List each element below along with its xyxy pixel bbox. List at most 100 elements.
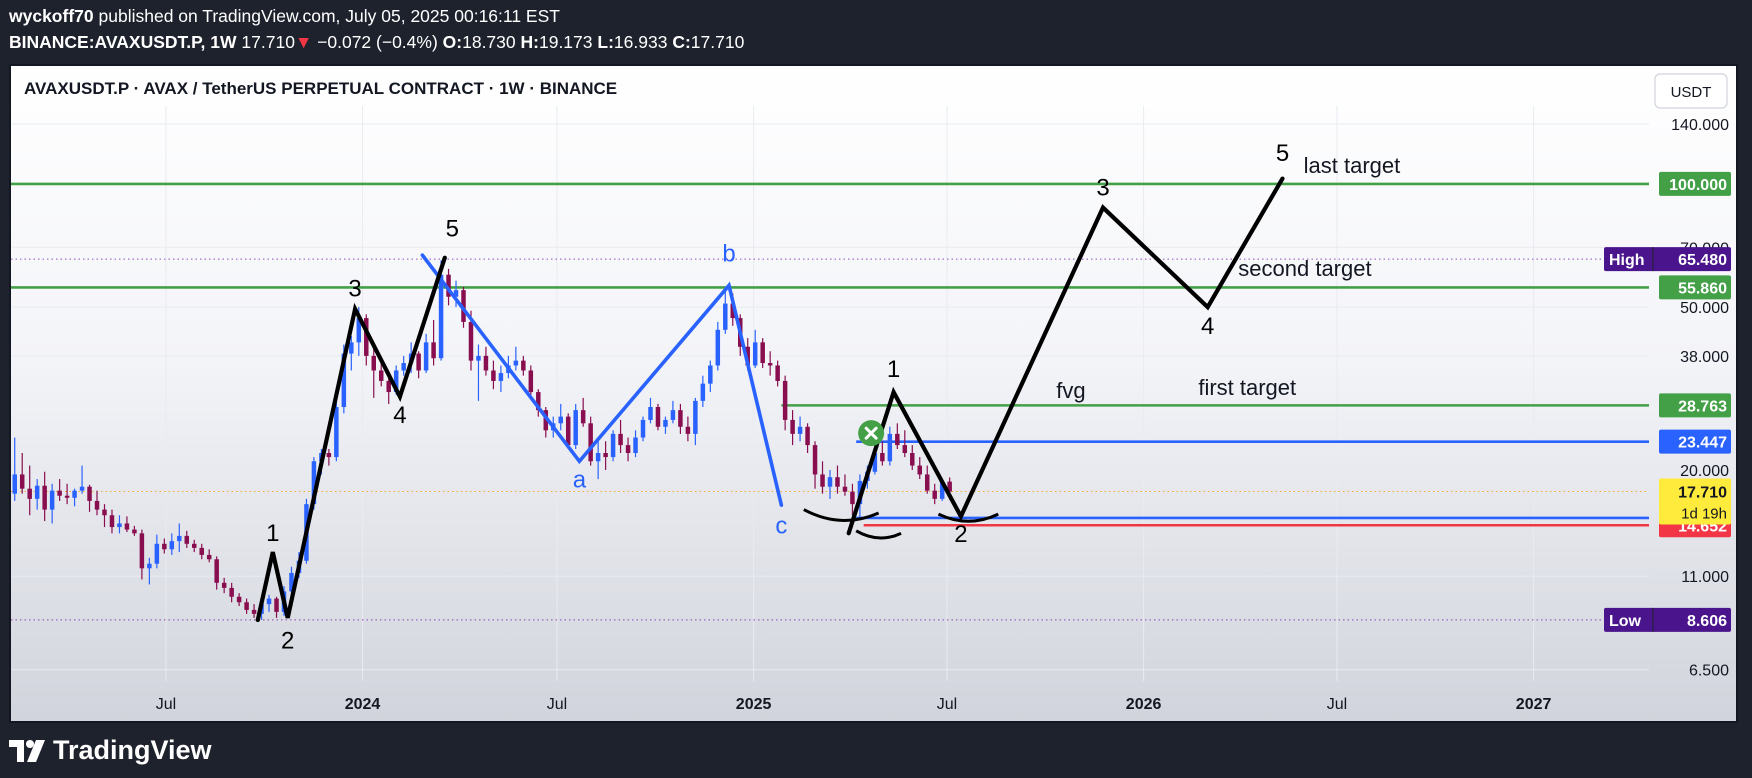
publish-text: published on TradingView.com, July 05, 2… (98, 6, 560, 26)
candle-body (483, 355, 489, 371)
target-annotation: fvg (1056, 378, 1085, 403)
close-value: 17.710 (690, 32, 745, 52)
candle-body (895, 433, 900, 446)
extreme-tag-badge (1604, 247, 1731, 272)
extreme-tag-label: Low (1609, 613, 1642, 630)
candle-body (708, 365, 713, 384)
candle-body (573, 410, 578, 446)
ohlc-line: BINANCE:AVAXUSDT.P, 1W 17.710▼ −0.072 (−… (9, 32, 744, 53)
level-badge (1659, 275, 1731, 300)
price-axis[interactable]: 140.00070.00050.00038.00020.00011.0006.5… (1604, 117, 1731, 680)
candle-body (880, 453, 885, 462)
chart-background (11, 66, 1736, 721)
chart-canvas[interactable]: 1 2 3 4 5 a b c 1 2 3 4 5 last target second target fir… (11, 66, 1736, 721)
candle-body (536, 392, 541, 411)
candle-body (655, 406, 661, 427)
open-label: O: (442, 32, 463, 52)
wave-label: b (722, 240, 735, 267)
open-value: 18.730 (462, 32, 516, 52)
wave-label: 5 (446, 216, 459, 243)
wave-label: 2 (954, 521, 967, 548)
extreme-tag-badge (1604, 607, 1731, 632)
wave-label: 2 (281, 627, 294, 654)
candle-body (423, 342, 429, 371)
price-tick-label: 11.000 (1681, 569, 1729, 586)
last-price-value: 17.710 (1678, 485, 1727, 502)
candle-body (162, 543, 167, 550)
bar-countdown: 1d 19h (1681, 506, 1727, 523)
low-label: L: (597, 32, 614, 52)
candle-body (274, 598, 279, 612)
candle-body (685, 426, 691, 434)
candle-body (34, 485, 40, 499)
publisher-name[interactable]: wyckoff70 (9, 6, 94, 26)
candle-body (723, 303, 728, 330)
close-label: C: (672, 32, 691, 52)
candle-body (760, 342, 765, 364)
candle-body (648, 406, 653, 420)
candle-body (229, 587, 234, 597)
candle-body (730, 303, 736, 319)
candle-body (528, 370, 534, 393)
time-tick-label: 2025 (736, 696, 772, 713)
wave-projection-line (846, 176, 1285, 536)
time-tick-label: 2026 (1126, 696, 1162, 713)
extreme-tag-value: 65.480 (1678, 252, 1727, 269)
candle-body (543, 410, 549, 431)
price-tick-label: 38.000 (1680, 349, 1729, 366)
candle-body (139, 533, 145, 569)
candle-body (625, 445, 631, 454)
candle-body (94, 500, 100, 510)
candle-body (767, 363, 773, 366)
currency-button[interactable]: USDT (1654, 73, 1728, 109)
candle-body (87, 486, 92, 501)
tradingview-logo-icon (9, 739, 45, 762)
candle-body (902, 445, 908, 454)
candle-body (27, 488, 32, 499)
chart-frame[interactable]: 1 2 3 4 5 a b c 1 2 3 4 5 last target second target fir… (9, 64, 1738, 723)
candle-body (610, 433, 616, 458)
candles (12, 260, 952, 620)
candle-body (932, 490, 937, 499)
level-badge (1659, 429, 1731, 454)
candle-body (132, 529, 137, 534)
candle-body (835, 477, 840, 487)
candle-body (64, 495, 70, 498)
time-tick-label: 2024 (345, 696, 381, 713)
currency-button-frame[interactable] (1654, 73, 1728, 109)
candle-body (887, 433, 893, 462)
candle-body (513, 360, 519, 366)
wave-label: 1 (887, 356, 900, 383)
high-value: 19.173 (538, 32, 593, 52)
price-tick-label: 140.000 (1671, 117, 1729, 134)
candle-body (700, 383, 706, 401)
candle-body (334, 406, 339, 458)
currency-label[interactable]: USDT (1671, 84, 1712, 101)
candle-body (521, 360, 526, 371)
candle-body (169, 541, 175, 550)
candle-body (588, 423, 593, 462)
change-value: −0.072 (−0.4%) (317, 32, 438, 52)
wave-labels: 1 2 3 4 5 a b c 1 2 3 4 5 last target second target fir… (266, 140, 1400, 654)
candle-body (715, 329, 721, 366)
candle-body (453, 290, 459, 297)
target-annotation: second target (1238, 256, 1371, 281)
level-value: 55.860 (1678, 280, 1727, 297)
tradingview-logo[interactable]: TradingView (9, 735, 212, 766)
candle-body (206, 554, 212, 560)
candle-body (827, 477, 833, 487)
candle-body (558, 416, 563, 424)
candle-body (782, 380, 788, 420)
candle-body (386, 380, 391, 393)
time-axis[interactable]: Jul 2024 Jul 2025 Jul 2026 Jul 2027 (156, 696, 1552, 713)
candle-body (244, 602, 249, 610)
candle-body (349, 342, 354, 354)
candle-body (371, 355, 376, 371)
publish-info: wyckoff70 published on TradingView.com, … (9, 6, 560, 27)
candle-body (752, 342, 758, 366)
candle-body (663, 419, 668, 427)
candle-body (580, 410, 586, 424)
price-tick-label: 6.500 (1689, 663, 1729, 680)
extreme-tag-label: High (1609, 252, 1645, 269)
level-badge (1659, 171, 1731, 196)
